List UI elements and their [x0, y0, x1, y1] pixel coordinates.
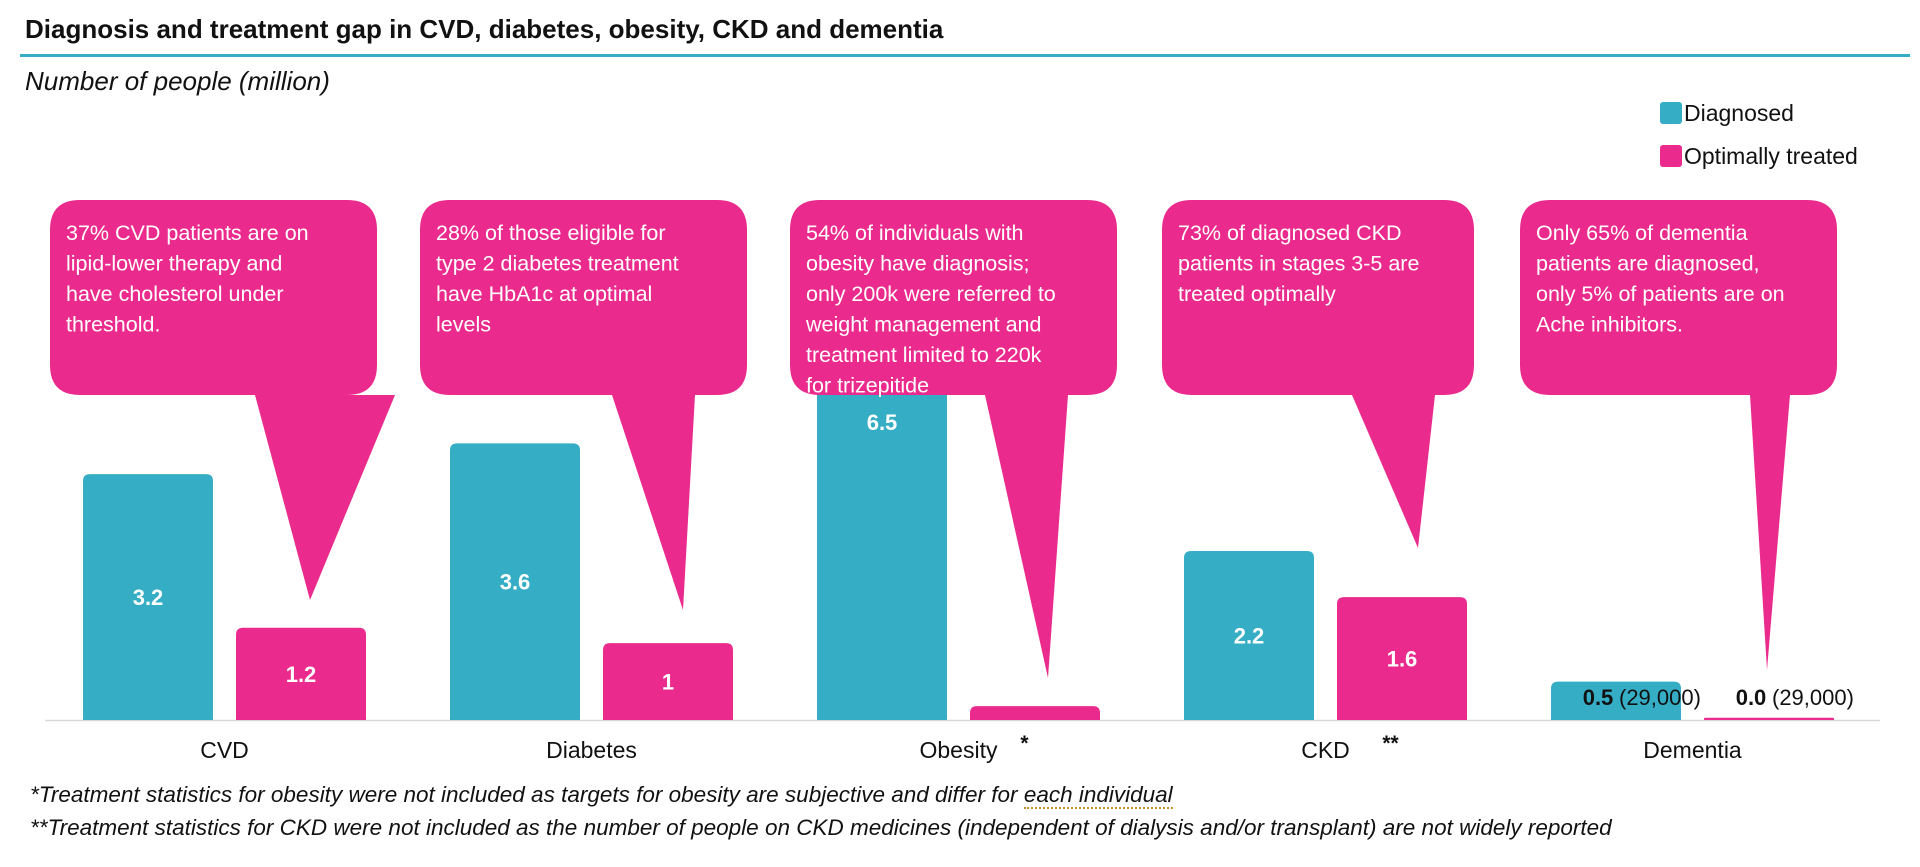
bar-optimally-treated-cvd — [236, 627, 366, 720]
footnote-obesity-underlined: each individual — [1023, 782, 1173, 809]
value-label-optimally-treated-dementia: 0.0 — [1736, 685, 1767, 710]
callout-text-ckd: 73% of diagnosed CKD patients in stages 3… — [1178, 221, 1419, 306]
callout-line: obesity have diagnosis; — [806, 252, 1030, 276]
callout-line: 37% CVD patients are on — [66, 221, 309, 245]
value-label-diagnosed-obesity: 6.5 — [867, 410, 898, 435]
legend-label-optimally-treated: Optimally treated — [1684, 143, 1858, 169]
callout-line: Only 65% of dementia — [1536, 221, 1748, 245]
bar-diagnosed-ckd — [1184, 550, 1314, 720]
value-label-optimally-treated-cvd: 1.2 — [286, 662, 317, 687]
value-label-diagnosed-ckd: 2.2 — [1234, 623, 1265, 648]
callout-line: patients are diagnosed, — [1536, 252, 1760, 276]
bar-optimally-treated-dementia — [1704, 717, 1834, 720]
value-label-diagnosed-diabetes: 3.6 — [500, 570, 531, 595]
value-label-diagnosed-cvd: 3.2 — [133, 585, 164, 610]
legend-swatch-optimally-treated — [1660, 145, 1682, 167]
bar-diagnosed-cvd — [83, 474, 213, 720]
bar-optimally-treated-ckd — [1337, 597, 1467, 720]
y-axis-label: Number of people (million) — [25, 66, 330, 96]
callout-line: have HbA1c at optimal — [436, 282, 652, 306]
callout-line: treatment limited to 220k — [806, 343, 1042, 367]
callout-line: only 200k were referred to — [806, 282, 1056, 306]
bar-diagnosed-dementia — [1551, 681, 1681, 720]
callout-obesity — [790, 200, 1117, 678]
callout-dementia — [1520, 200, 1837, 670]
category-suffix-obesity: * — [1020, 732, 1029, 755]
bar-optimally-treated-obesity — [970, 706, 1100, 720]
callout-line: levels — [436, 313, 491, 337]
callout-line: Ache inhibitors. — [1536, 313, 1683, 337]
value-label-diagnosed-dementia: 0.5 — [1583, 685, 1614, 710]
callout-line: patients in stages 3-5 are — [1178, 252, 1419, 276]
callout-line: 28% of those eligible for — [436, 221, 665, 245]
value-label-optimally-treated-ckd: 1.6 — [1387, 647, 1418, 672]
callout-text-dementia: Only 65% of dementia patients are diagnos… — [1536, 221, 1785, 337]
callout-line: 54% of individuals with — [806, 221, 1024, 245]
callout-line: have cholesterol under — [66, 282, 284, 306]
bar-optimally-treated-diabetes — [603, 643, 733, 720]
callout-line: type 2 diabetes treatment — [436, 252, 679, 276]
category-label-dementia: Dementia — [1643, 737, 1742, 763]
footnote-obesity-text: *Treatment statistics for obesity were n… — [30, 782, 1024, 807]
callout-line: 73% of diagnosed CKD — [1178, 221, 1402, 245]
footnote-obesity: *Treatment statistics for obesity were n… — [30, 782, 1173, 809]
category-label-diabetes: Diabetes — [546, 737, 637, 763]
callout-line: weight management and — [805, 313, 1041, 337]
callout-diabetes — [420, 200, 747, 610]
callout-line: treated optimally — [1178, 282, 1336, 306]
category-label-cvd: CVD — [200, 737, 249, 763]
title-rule — [20, 54, 1910, 57]
callout-text-diabetes: 28% of those eligible for type 2 diabetes… — [436, 221, 679, 337]
footnote-ckd: **Treatment statistics for CKD were not … — [30, 815, 1612, 840]
callout-line: lipid-lower therapy and — [66, 252, 282, 276]
callout-line: only 5% of patients are on — [1536, 282, 1785, 306]
legend-swatch-diagnosed — [1660, 102, 1682, 124]
category-suffix-ckd: ** — [1382, 732, 1399, 755]
callout-text-cvd: 37% CVD patients are on lipid-lower thera… — [66, 221, 309, 337]
callout-ckd — [1162, 200, 1474, 548]
category-label-obesity: Obesity — [920, 737, 998, 763]
value-label-optimally-treated-diabetes: 1 — [662, 670, 674, 695]
value-label-dementia-extra: (29,000) — [1772, 685, 1854, 710]
callout-text-obesity: 54% of individuals with obesity have diag… — [805, 221, 1056, 398]
bar-diagnosed-diabetes — [450, 443, 580, 720]
value-label-dementia-extra: (29,000) — [1619, 685, 1701, 710]
callout-line: threshold. — [66, 313, 160, 337]
chart-title: Diagnosis and treatment gap in CVD, diab… — [25, 14, 944, 44]
category-label-ckd: CKD — [1301, 737, 1350, 763]
legend-label-diagnosed: Diagnosed — [1684, 100, 1794, 126]
callout-cvd — [50, 200, 395, 600]
callout-line: for trizepitide — [806, 374, 929, 398]
